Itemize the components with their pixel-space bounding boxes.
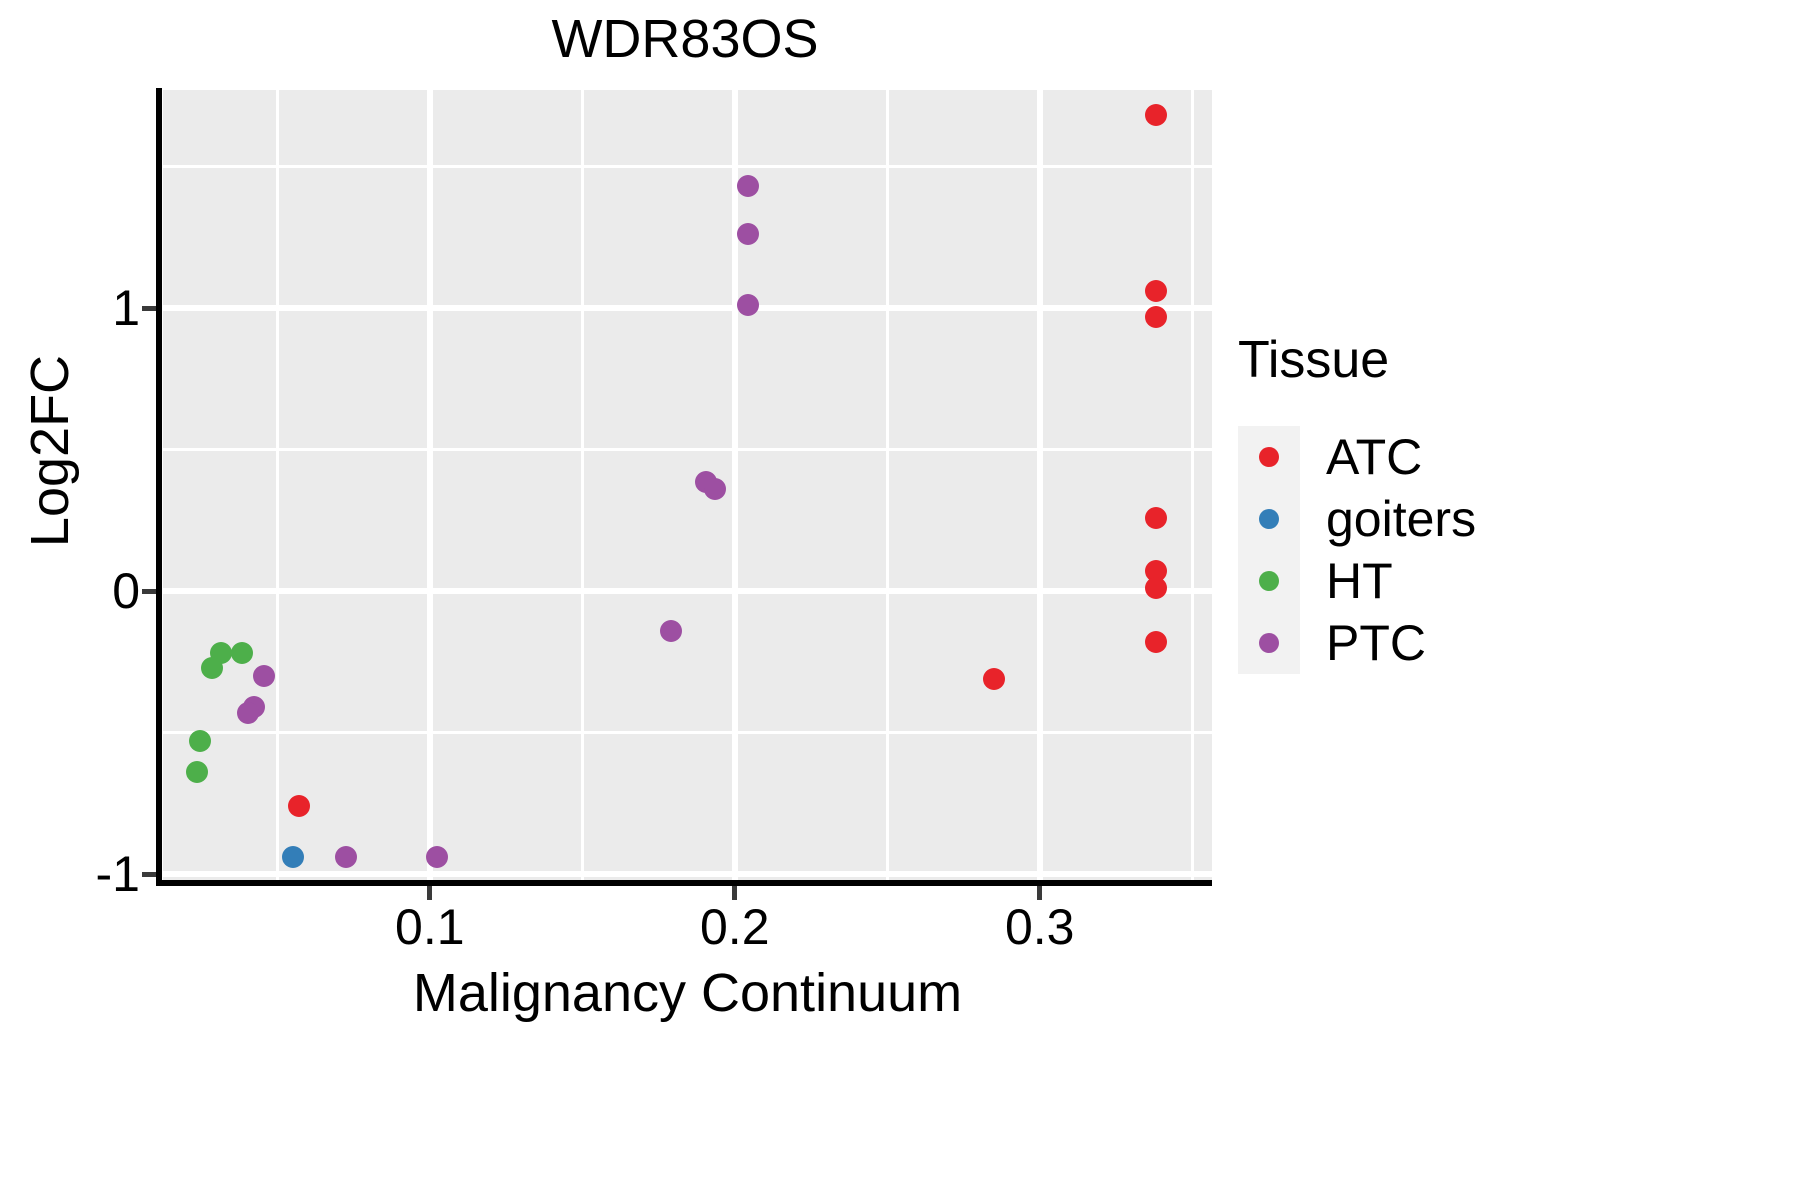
gridline-vertical-major bbox=[426, 90, 433, 880]
data-point-atc bbox=[982, 667, 1005, 690]
legend-item-label: goiters bbox=[1326, 491, 1477, 547]
plot-panel bbox=[163, 90, 1212, 880]
gridline-vertical-minor bbox=[1190, 90, 1194, 880]
legend-item-ht[interactable]: HT bbox=[1238, 550, 1658, 612]
legend-item-label: HT bbox=[1326, 553, 1393, 609]
data-point-ptc bbox=[737, 294, 760, 317]
data-point-ptc bbox=[252, 665, 275, 688]
page-title: WDR83OS bbox=[551, 9, 819, 69]
gridline-horizontal-minor bbox=[163, 731, 1212, 735]
legend-key-swatch bbox=[1238, 612, 1300, 674]
legend-item-atc[interactable]: ATC bbox=[1238, 426, 1658, 488]
y-axis-line bbox=[156, 88, 162, 882]
y-tick-label: 0 bbox=[112, 563, 140, 620]
legend-dot-icon bbox=[1259, 571, 1279, 591]
gridline-vertical-minor bbox=[275, 90, 279, 880]
y-tick-label: 1 bbox=[112, 280, 140, 337]
y-tick-label: -1 bbox=[95, 846, 140, 903]
legend-item-label: ATC bbox=[1326, 429, 1423, 485]
gridline-horizontal-minor bbox=[163, 448, 1212, 452]
legend-dot-icon bbox=[1259, 509, 1279, 529]
legend-dot-icon bbox=[1259, 447, 1279, 467]
y-axis-title: Log2FC bbox=[20, 354, 80, 548]
gridline-vertical-minor bbox=[580, 90, 584, 880]
gridline-horizontal-minor bbox=[163, 164, 1212, 168]
x-tick-label: 0.1 bbox=[395, 899, 465, 955]
x-axis-title: Malignancy Continuum bbox=[412, 963, 963, 1023]
data-point-ptc bbox=[334, 846, 357, 869]
gridline-horizontal-major bbox=[163, 305, 1212, 312]
data-point-goiters bbox=[281, 846, 304, 869]
legend-item-ptc[interactable]: PTC bbox=[1238, 612, 1658, 674]
y-tick-mark bbox=[142, 871, 156, 877]
x-axis-line bbox=[156, 880, 1212, 886]
data-point-ht bbox=[231, 642, 254, 665]
x-tick-label: 0.2 bbox=[700, 899, 770, 955]
data-point-atc bbox=[1144, 305, 1167, 328]
data-point-ht bbox=[185, 761, 208, 784]
data-point-ptc bbox=[426, 846, 449, 869]
data-point-ptc bbox=[737, 175, 760, 198]
data-point-atc bbox=[287, 795, 310, 818]
data-point-ptc bbox=[703, 478, 726, 501]
y-tick-mark bbox=[142, 305, 156, 311]
data-point-ptc bbox=[737, 223, 760, 246]
gridline-horizontal-major bbox=[163, 588, 1212, 595]
legend-key-swatch bbox=[1238, 488, 1300, 550]
data-point-atc bbox=[1144, 506, 1167, 529]
data-point-atc bbox=[1144, 280, 1167, 303]
legend-dot-icon bbox=[1259, 633, 1279, 653]
data-point-ptc bbox=[659, 619, 682, 642]
data-point-atc bbox=[1144, 560, 1167, 583]
data-point-ht bbox=[188, 730, 211, 753]
gridline-vertical-minor bbox=[885, 90, 889, 880]
x-tick-mark bbox=[427, 886, 433, 900]
y-tick-mark bbox=[142, 588, 156, 594]
data-point-ptc bbox=[237, 701, 260, 724]
data-point-atc bbox=[1144, 104, 1167, 127]
legend-key-swatch bbox=[1238, 426, 1300, 488]
gridline-horizontal-major bbox=[163, 871, 1212, 878]
data-point-atc bbox=[1144, 631, 1167, 654]
x-tick-label: 0.3 bbox=[1004, 899, 1075, 955]
legend-items: ATC goiters HT PTC bbox=[1238, 426, 1658, 674]
legend-item-goiters[interactable]: goiters bbox=[1238, 488, 1658, 550]
legend: Tissue ATC goiters HT PTC bbox=[1238, 330, 1658, 674]
legend-title: Tissue bbox=[1238, 331, 1390, 389]
data-point-ht bbox=[200, 656, 223, 679]
x-tick-mark bbox=[732, 886, 738, 900]
legend-item-label: PTC bbox=[1326, 615, 1426, 671]
x-tick-mark bbox=[1037, 886, 1043, 900]
gridline-vertical-major bbox=[731, 90, 738, 880]
data-point-atc bbox=[1144, 577, 1167, 600]
legend-key-swatch bbox=[1238, 550, 1300, 612]
gridline-vertical-major bbox=[1036, 90, 1043, 880]
